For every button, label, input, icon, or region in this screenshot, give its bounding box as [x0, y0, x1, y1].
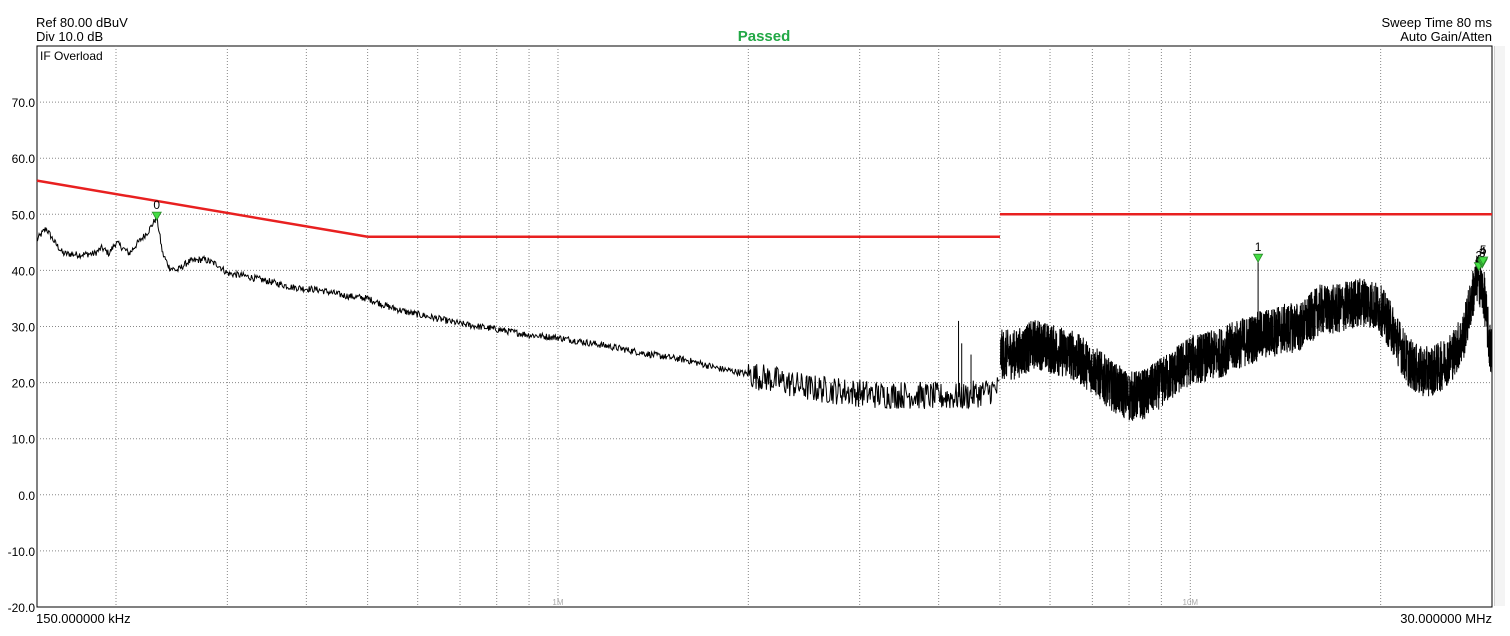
x-decade-labels: 1M 10M [552, 598, 1198, 607]
y-tick-label: -20.0 [8, 601, 36, 615]
y-tick-label: 20.0 [12, 377, 36, 391]
pass-status: Passed [737, 28, 791, 45]
gain-atten: Auto Gain/Atten [1400, 29, 1492, 44]
y-tick-label: 30.0 [12, 321, 36, 335]
y-tick-label: 40.0 [12, 264, 36, 278]
marker-label: 3 [1479, 246, 1486, 260]
marker-label: 2 [1476, 249, 1483, 263]
marker-label: 4 [1479, 245, 1486, 259]
sweep-time: Sweep Time 80 ms [1381, 15, 1492, 30]
y-tick-label: -10.0 [8, 545, 36, 559]
marker-triangle[interactable] [1252, 253, 1264, 263]
stop-frequency: 30.000000 MHz [1400, 611, 1492, 626]
marker-triangle[interactable] [151, 211, 162, 221]
reference-level: Ref 80.00 dBuV [36, 15, 128, 30]
limit-line [36, 179, 368, 238]
limit-lines [36, 179, 1492, 238]
x-decade-label: 1M [552, 598, 563, 607]
y-tick-label: 60.0 [12, 152, 36, 166]
y-tick-label: 50.0 [12, 208, 36, 222]
vertical-scrollbar[interactable] [1494, 46, 1505, 606]
start-frequency: 150.000000 kHz [36, 611, 131, 626]
measurement-trace [36, 215, 1493, 421]
y-tick-label: 0.0 [18, 489, 35, 503]
marker-label: 1 [1255, 240, 1262, 254]
trace-high-band [1000, 254, 1493, 421]
y-tick-label: 10.0 [12, 433, 36, 447]
x-decade-label: 10M [1183, 598, 1199, 607]
if-overload-label: IF Overload [40, 49, 103, 63]
y-axis-ticks: 70.0 60.0 50.0 40.0 30.0 20.0 10.0 0.0 -10.0 -20.… [8, 96, 36, 615]
trace-low-band [36, 215, 1000, 410]
marker-label: 5 [1480, 243, 1487, 257]
y-tick-label: 70.0 [12, 96, 36, 110]
marker-label: 0 [153, 198, 160, 212]
marker-triangle[interactable] [1477, 256, 1489, 266]
division-scale: Div 10.0 dB [36, 29, 104, 44]
